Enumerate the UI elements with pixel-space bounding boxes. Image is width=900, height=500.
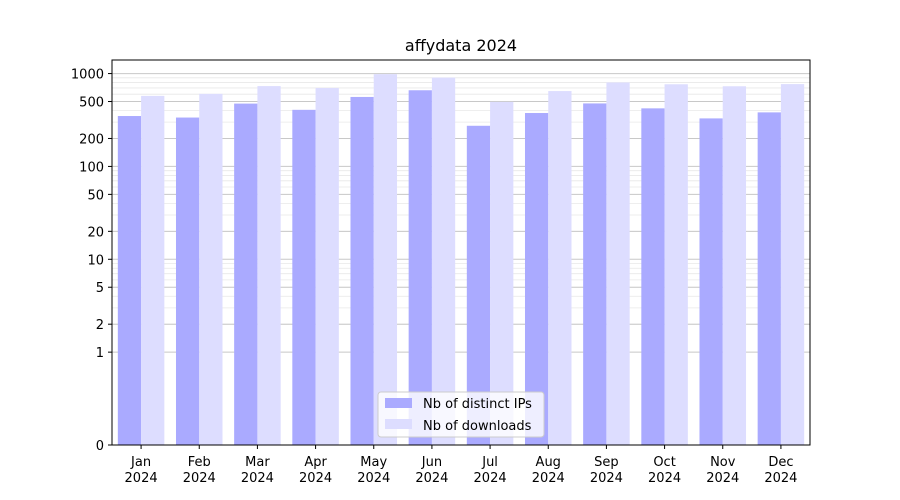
- grid-lines: [112, 73, 810, 353]
- bar-downloads: [548, 91, 572, 446]
- y-tick-label: 1000: [71, 68, 104, 83]
- plot-frame: [111, 59, 811, 446]
- x-tick-label-month: Mar: [245, 455, 270, 470]
- x-tick-label-year: 2024: [648, 471, 681, 486]
- x-tick-label-year: 2024: [706, 471, 739, 486]
- x-tick-label-month: Jul: [481, 455, 498, 470]
- x-tick-label-year: 2024: [415, 471, 448, 486]
- bar-downloads: [315, 87, 339, 446]
- y-tick-label: 100: [79, 160, 104, 175]
- x-tick-label-year: 2024: [474, 471, 507, 486]
- y-tick-label: 2: [96, 318, 104, 333]
- bar-distinct-ips: [583, 103, 607, 445]
- bar-distinct-ips: [757, 112, 781, 446]
- x-tick-label-month: Feb: [188, 455, 211, 470]
- bar-distinct-ips: [641, 108, 665, 445]
- y-tick-label: 5: [96, 281, 104, 296]
- bar-downloads: [490, 101, 514, 445]
- bar-downloads: [664, 84, 688, 445]
- x-tick-label-month: Sep: [594, 455, 619, 470]
- x-tick-label-month: Dec: [768, 455, 793, 470]
- x-tick-label-year: 2024: [532, 471, 565, 486]
- legend-label-distinct-ips: Nb of distinct IPs: [423, 397, 532, 412]
- y-tick-label: 10: [87, 253, 104, 268]
- legend-swatch-downloads: [385, 419, 412, 429]
- chart-title: affydata 2024: [405, 36, 517, 55]
- bar-distinct-ips: [524, 113, 549, 445]
- bar-downloads: [722, 86, 747, 445]
- x-tick-label-month: Jan: [130, 455, 151, 470]
- bar-downloads: [431, 77, 456, 445]
- y-tick-label: 500: [79, 96, 104, 111]
- bar-downloads: [780, 84, 805, 446]
- y-tick-label: 20: [87, 225, 104, 240]
- y-tick-label: 50: [87, 188, 104, 203]
- x-tick-label-year: 2024: [590, 471, 623, 486]
- y-axis: 0 1 2 5 10 20 50 100 200 500 1000: [71, 68, 112, 454]
- x-tick-label-year: 2024: [241, 471, 274, 486]
- bar-distinct-ips: [466, 125, 491, 445]
- bar-distinct-ips: [408, 90, 432, 445]
- x-tick-label-month: Oct: [653, 455, 675, 470]
- x-tick-label-year: 2024: [764, 471, 797, 486]
- legend-frame: [377, 391, 545, 438]
- bar-distinct-ips: [117, 116, 142, 446]
- x-tick-label-year: 2024: [299, 471, 332, 486]
- bar-distinct-ips: [350, 96, 374, 445]
- bar-downloads: [141, 95, 165, 446]
- y-tick-label: 0: [96, 439, 104, 454]
- x-tick-label-month: Nov: [710, 455, 736, 470]
- bar-distinct-ips: [175, 117, 200, 445]
- bar-downloads: [606, 82, 630, 445]
- bar-downloads: [373, 74, 398, 445]
- legend: Nb of distinct IPs Nb of downloads: [377, 391, 545, 438]
- x-tick-label-year: 2024: [125, 471, 158, 486]
- legend-swatch-distinct-ips: [385, 398, 412, 408]
- bar-downloads: [199, 93, 223, 446]
- x-tick-label-month: Aug: [536, 455, 561, 470]
- legend-label-downloads: Nb of downloads: [423, 419, 532, 434]
- x-tick-label-month: May: [360, 455, 387, 470]
- x-tick-label-month: Apr: [304, 455, 327, 470]
- x-axis: Jan2024Feb2024Mar2024Apr2024May2024Jun20…: [125, 445, 797, 486]
- x-tick-label-year: 2024: [357, 471, 390, 486]
- bar-distinct-ips: [699, 118, 723, 445]
- x-tick-label-month: Jun: [421, 455, 442, 470]
- y-tick-label: 1: [96, 346, 104, 361]
- y-tick-label: 200: [79, 132, 104, 147]
- bars: [117, 74, 805, 446]
- bar-distinct-ips: [234, 103, 258, 446]
- x-tick-label-year: 2024: [183, 471, 216, 486]
- bar-downloads: [257, 86, 281, 446]
- bar-distinct-ips: [292, 109, 316, 445]
